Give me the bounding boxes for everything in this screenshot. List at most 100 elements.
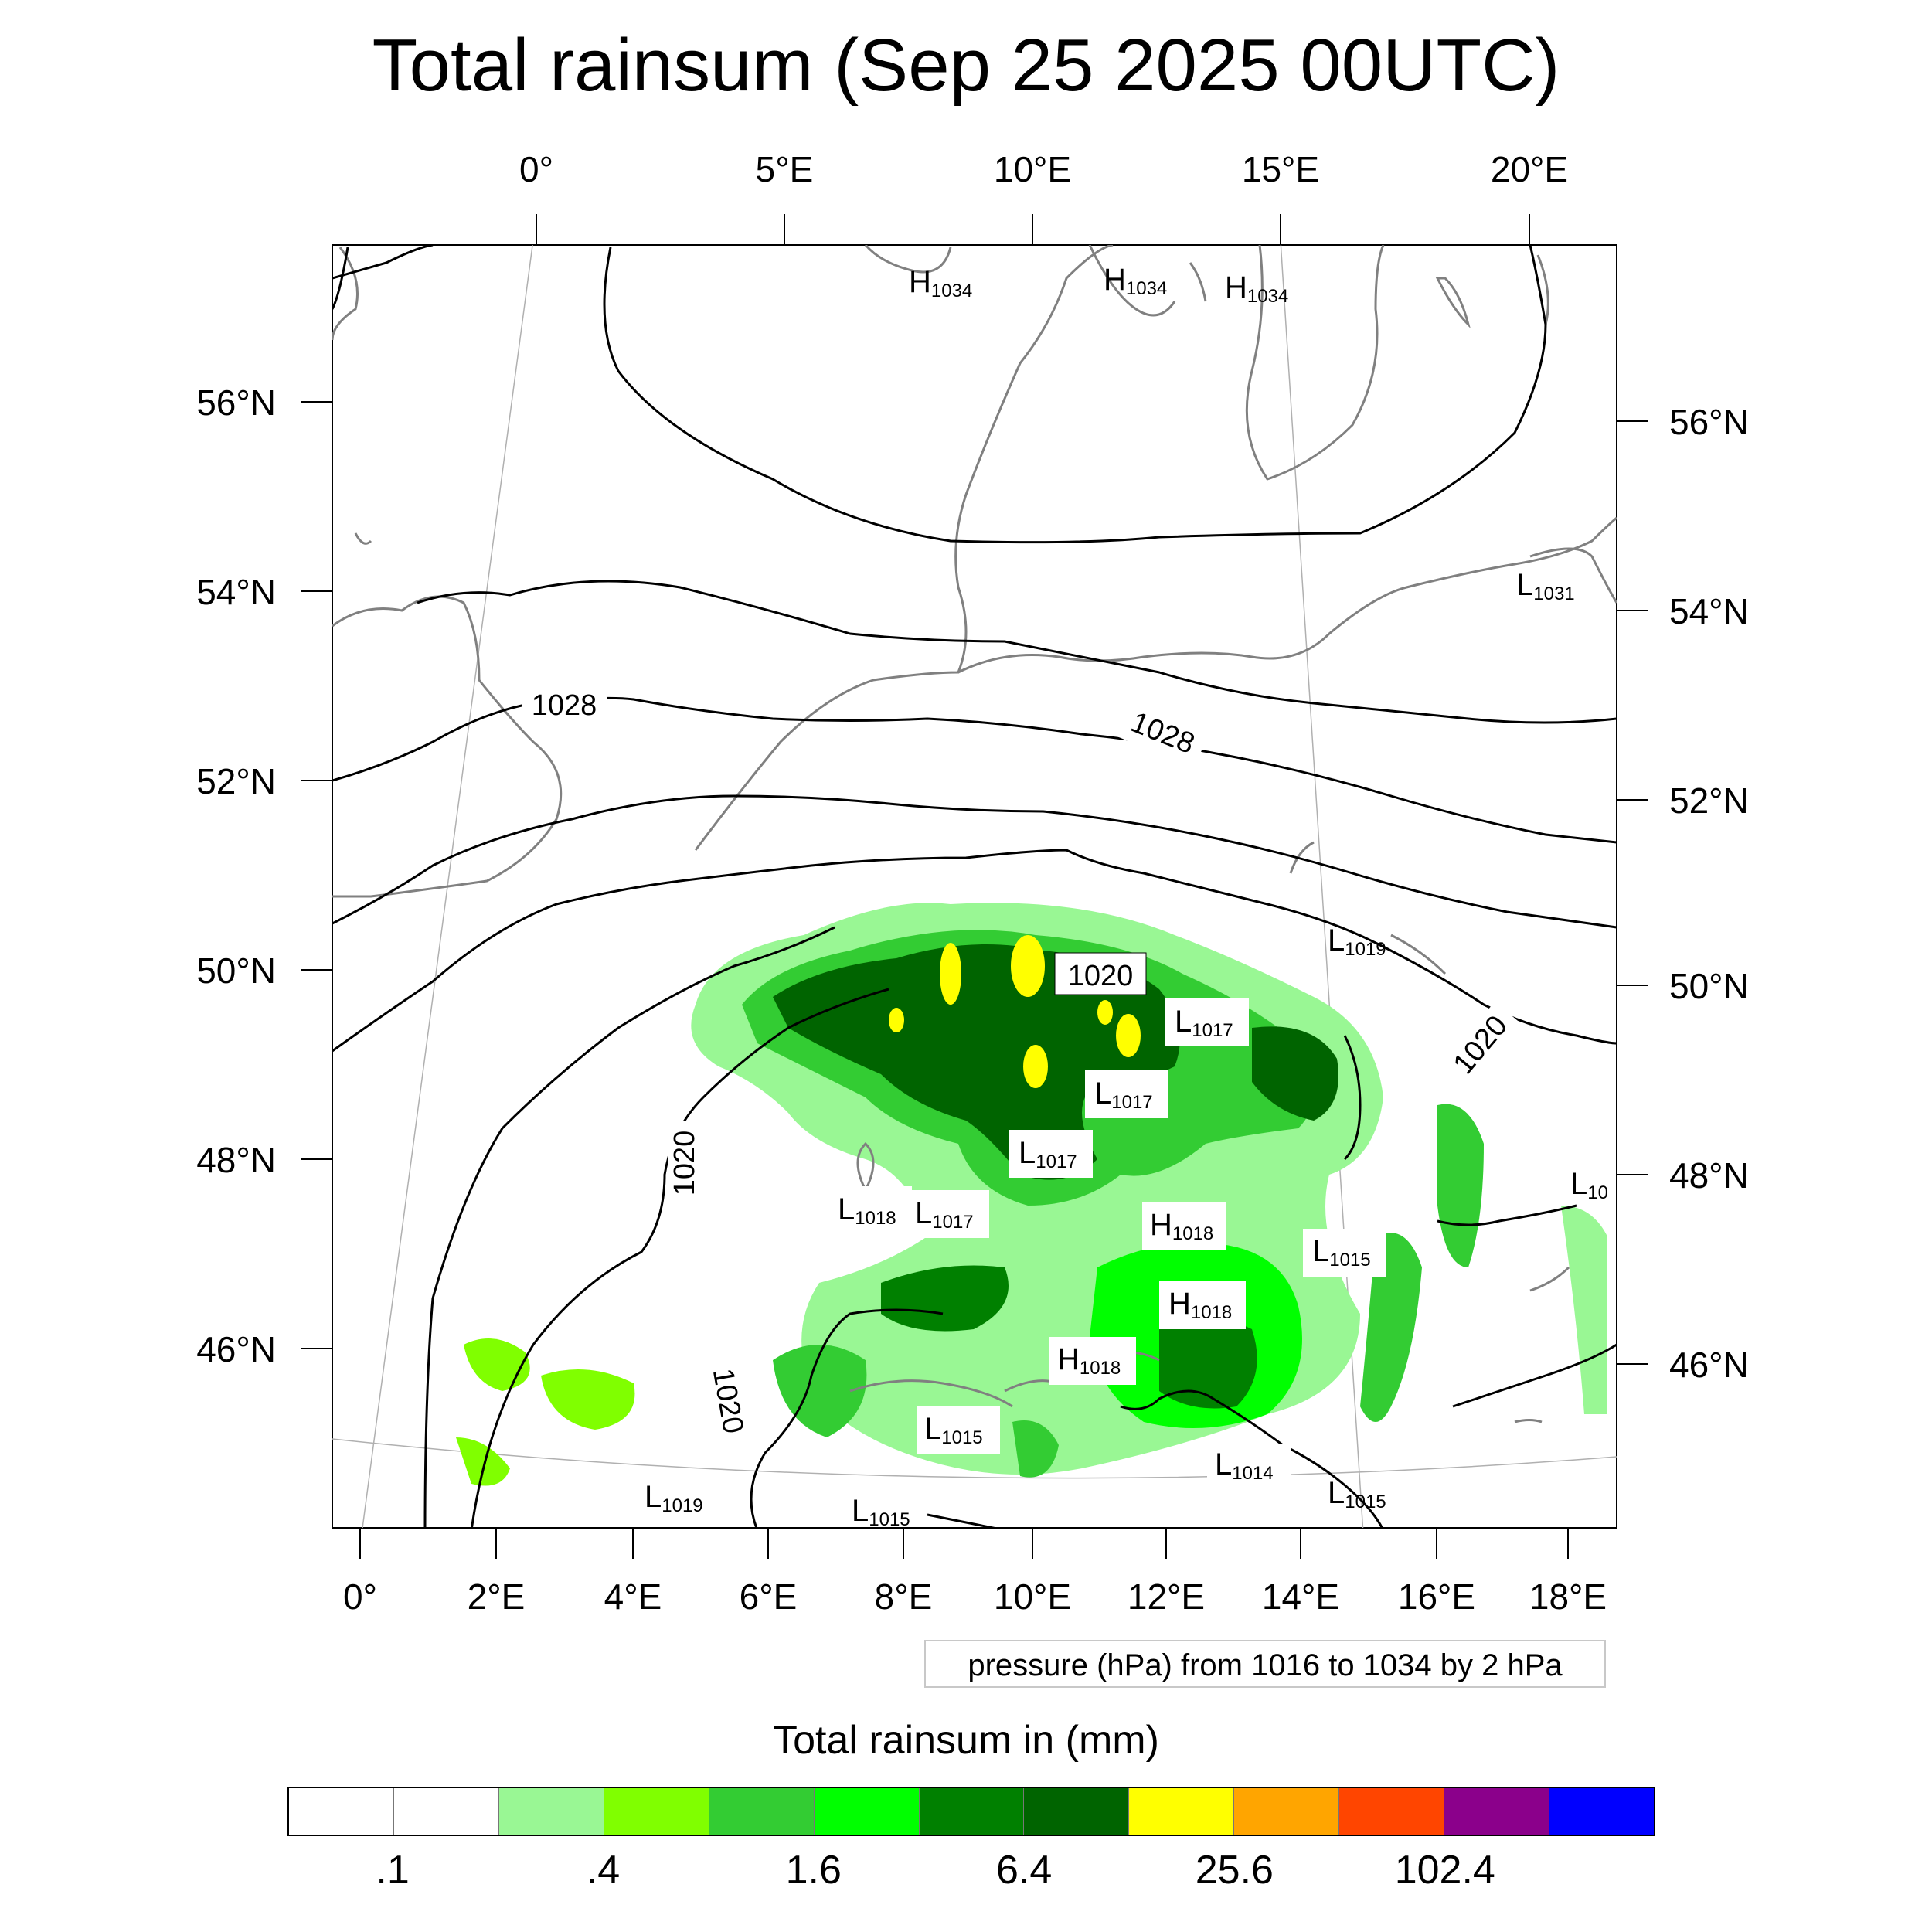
rain-hungary-strip	[1437, 1104, 1484, 1267]
colorbar-cell	[1444, 1788, 1550, 1835]
pressure-center: H1034	[1225, 270, 1288, 307]
pressure-center: L1031	[1516, 568, 1575, 604]
rain-west-small	[464, 1338, 530, 1391]
lat-tick-label: 54°N	[1669, 591, 1749, 631]
lat-tick-label: 56°N	[1669, 402, 1749, 442]
lon-tick-label: 2°E	[468, 1577, 526, 1617]
lat-tick-label: 52°N	[1669, 781, 1749, 821]
pressure-center: L1019	[645, 1480, 703, 1516]
map-title: Total rainsum (Sep 25 2025 00UTC)	[372, 24, 1560, 107]
colorbar-cell	[604, 1788, 709, 1835]
rain-west-small-3	[456, 1437, 510, 1486]
pressure-center: H1018	[1057, 1342, 1121, 1379]
colorbar-cell	[1129, 1788, 1235, 1835]
rain-west-small-2	[541, 1369, 635, 1430]
colorbar-label: 1.6	[785, 1848, 842, 1893]
rain-far-east-strip	[1561, 1206, 1607, 1414]
lon-tick-label: 0°	[519, 149, 553, 189]
colorbar-cell	[1234, 1788, 1340, 1835]
lon-tick-label: 8°E	[875, 1577, 933, 1617]
pressure-center: H1018	[1150, 1208, 1213, 1244]
lat-tick-label: 54°N	[196, 572, 276, 612]
colorbar-label: 102.4	[1394, 1848, 1495, 1893]
pressure-center: L1014	[1215, 1447, 1274, 1484]
pressure-center: L1019	[1328, 923, 1386, 960]
pressure-contour-note: pressure (hPa) from 1016 to 1034 by 2 hP…	[924, 1640, 1606, 1688]
bottom-lon-labels: 0° 2°E 4°E 6°E 8°E 10°E 12°E 14°E 16°E 1…	[343, 1577, 1607, 1617]
lon-tick-label: 20°E	[1491, 149, 1568, 189]
lat-tick-label: 46°N	[1669, 1345, 1749, 1385]
lat-tick-label: 56°N	[196, 383, 276, 423]
pressure-center: H1034	[1104, 263, 1167, 299]
rain-east-strip	[1360, 1233, 1422, 1422]
right-lat-labels: 56°N 54°N 52°N 50°N 48°N 46°N	[1669, 402, 1749, 1385]
pressure-center: L1017	[1019, 1136, 1077, 1172]
lon-tick-label: 5°E	[756, 149, 814, 189]
lon-tick-label: 6°E	[740, 1577, 798, 1617]
rain-dark-green-east	[1252, 1026, 1338, 1121]
pressure-center: L1017	[1094, 1077, 1153, 1113]
lon-tick-label: 10°E	[994, 1577, 1071, 1617]
lon-tick-label: 12°E	[1128, 1577, 1205, 1617]
colorbar-cell	[1339, 1788, 1445, 1835]
colorbar-cell	[1024, 1788, 1130, 1835]
pressure-center: L1017	[1175, 1005, 1233, 1041]
colorbar-label: 25.6	[1195, 1848, 1274, 1893]
pressure-center: L1015	[1328, 1476, 1386, 1512]
colorbar-cell	[814, 1788, 920, 1835]
lat-tick-label: 52°N	[196, 761, 276, 801]
isobar-label: 1020	[1068, 960, 1134, 992]
lat-tick-label: 46°N	[196, 1329, 276, 1369]
colorbar-cell	[919, 1788, 1025, 1835]
pressure-center: L1015	[852, 1494, 910, 1530]
rain-south-small	[1012, 1420, 1059, 1478]
lon-tick-label: 0°	[343, 1577, 377, 1617]
rain-hotspot	[1116, 1014, 1141, 1057]
colorbar-cell	[393, 1788, 499, 1835]
rain-dark-south	[1159, 1311, 1257, 1409]
rain-hotspot	[1023, 1045, 1048, 1088]
pressure-center: L10	[1570, 1167, 1608, 1203]
rain-dark-green	[773, 944, 1180, 1180]
lat-tick-label: 48°N	[196, 1140, 276, 1180]
coastlines	[332, 245, 1617, 1423]
lon-tick-label: 16°E	[1398, 1577, 1475, 1617]
isobar-label: 1028	[532, 689, 597, 722]
axis-ticks	[301, 214, 1648, 1559]
pressure-center-labels: H1034 H1034 H1034 L1031 L1019 L1017 L101…	[645, 263, 1608, 1530]
colorbar-cell	[498, 1788, 604, 1835]
colorbar-label: .4	[586, 1848, 621, 1893]
colorbar-cell	[709, 1788, 815, 1835]
left-lat-labels: 56°N 54°N 52°N 50°N 48°N 46°N	[196, 383, 276, 1369]
rain-hotspot	[1097, 1000, 1113, 1025]
lat-tick-label: 50°N	[196, 951, 276, 991]
top-lon-labels: 0° 5°E 10°E 15°E 20°E	[519, 149, 1568, 189]
pressure-center: H1034	[909, 265, 972, 301]
colorbar-cell	[289, 1788, 394, 1835]
lat-tick-label: 48°N	[1669, 1155, 1749, 1196]
rain-alps-band	[881, 1265, 1009, 1332]
rain-hotspot	[940, 943, 961, 1005]
lon-tick-label: 15°E	[1242, 149, 1319, 189]
rain-hotspot	[889, 1008, 904, 1032]
colorbar-labels: .1 .4 1.6 6.4 25.6 102.4	[287, 1847, 1655, 1901]
lon-tick-label: 4°E	[604, 1577, 662, 1617]
colorbar	[287, 1787, 1655, 1836]
rain-hotspot	[1011, 935, 1045, 997]
isobar-label: 1020	[668, 1131, 701, 1196]
isobars	[332, 245, 1617, 1528]
colorbar-label: .1	[376, 1848, 410, 1893]
colorbar-title: Total rainsum in (mm)	[773, 1718, 1159, 1763]
colorbar-label: 6.4	[995, 1848, 1053, 1893]
lon-tick-label: 18°E	[1529, 1577, 1607, 1617]
colorbar-cell	[1549, 1788, 1654, 1835]
pressure-center: L1018	[838, 1192, 896, 1229]
lon-tick-label: 14°E	[1262, 1577, 1339, 1617]
pressure-center: L1015	[924, 1412, 983, 1448]
pressure-center: L1017	[915, 1196, 974, 1233]
pressure-center: L1015	[1312, 1234, 1371, 1270]
lon-tick-label: 10°E	[994, 149, 1071, 189]
lat-tick-label: 50°N	[1669, 966, 1749, 1006]
pressure-center: H1018	[1168, 1287, 1232, 1323]
